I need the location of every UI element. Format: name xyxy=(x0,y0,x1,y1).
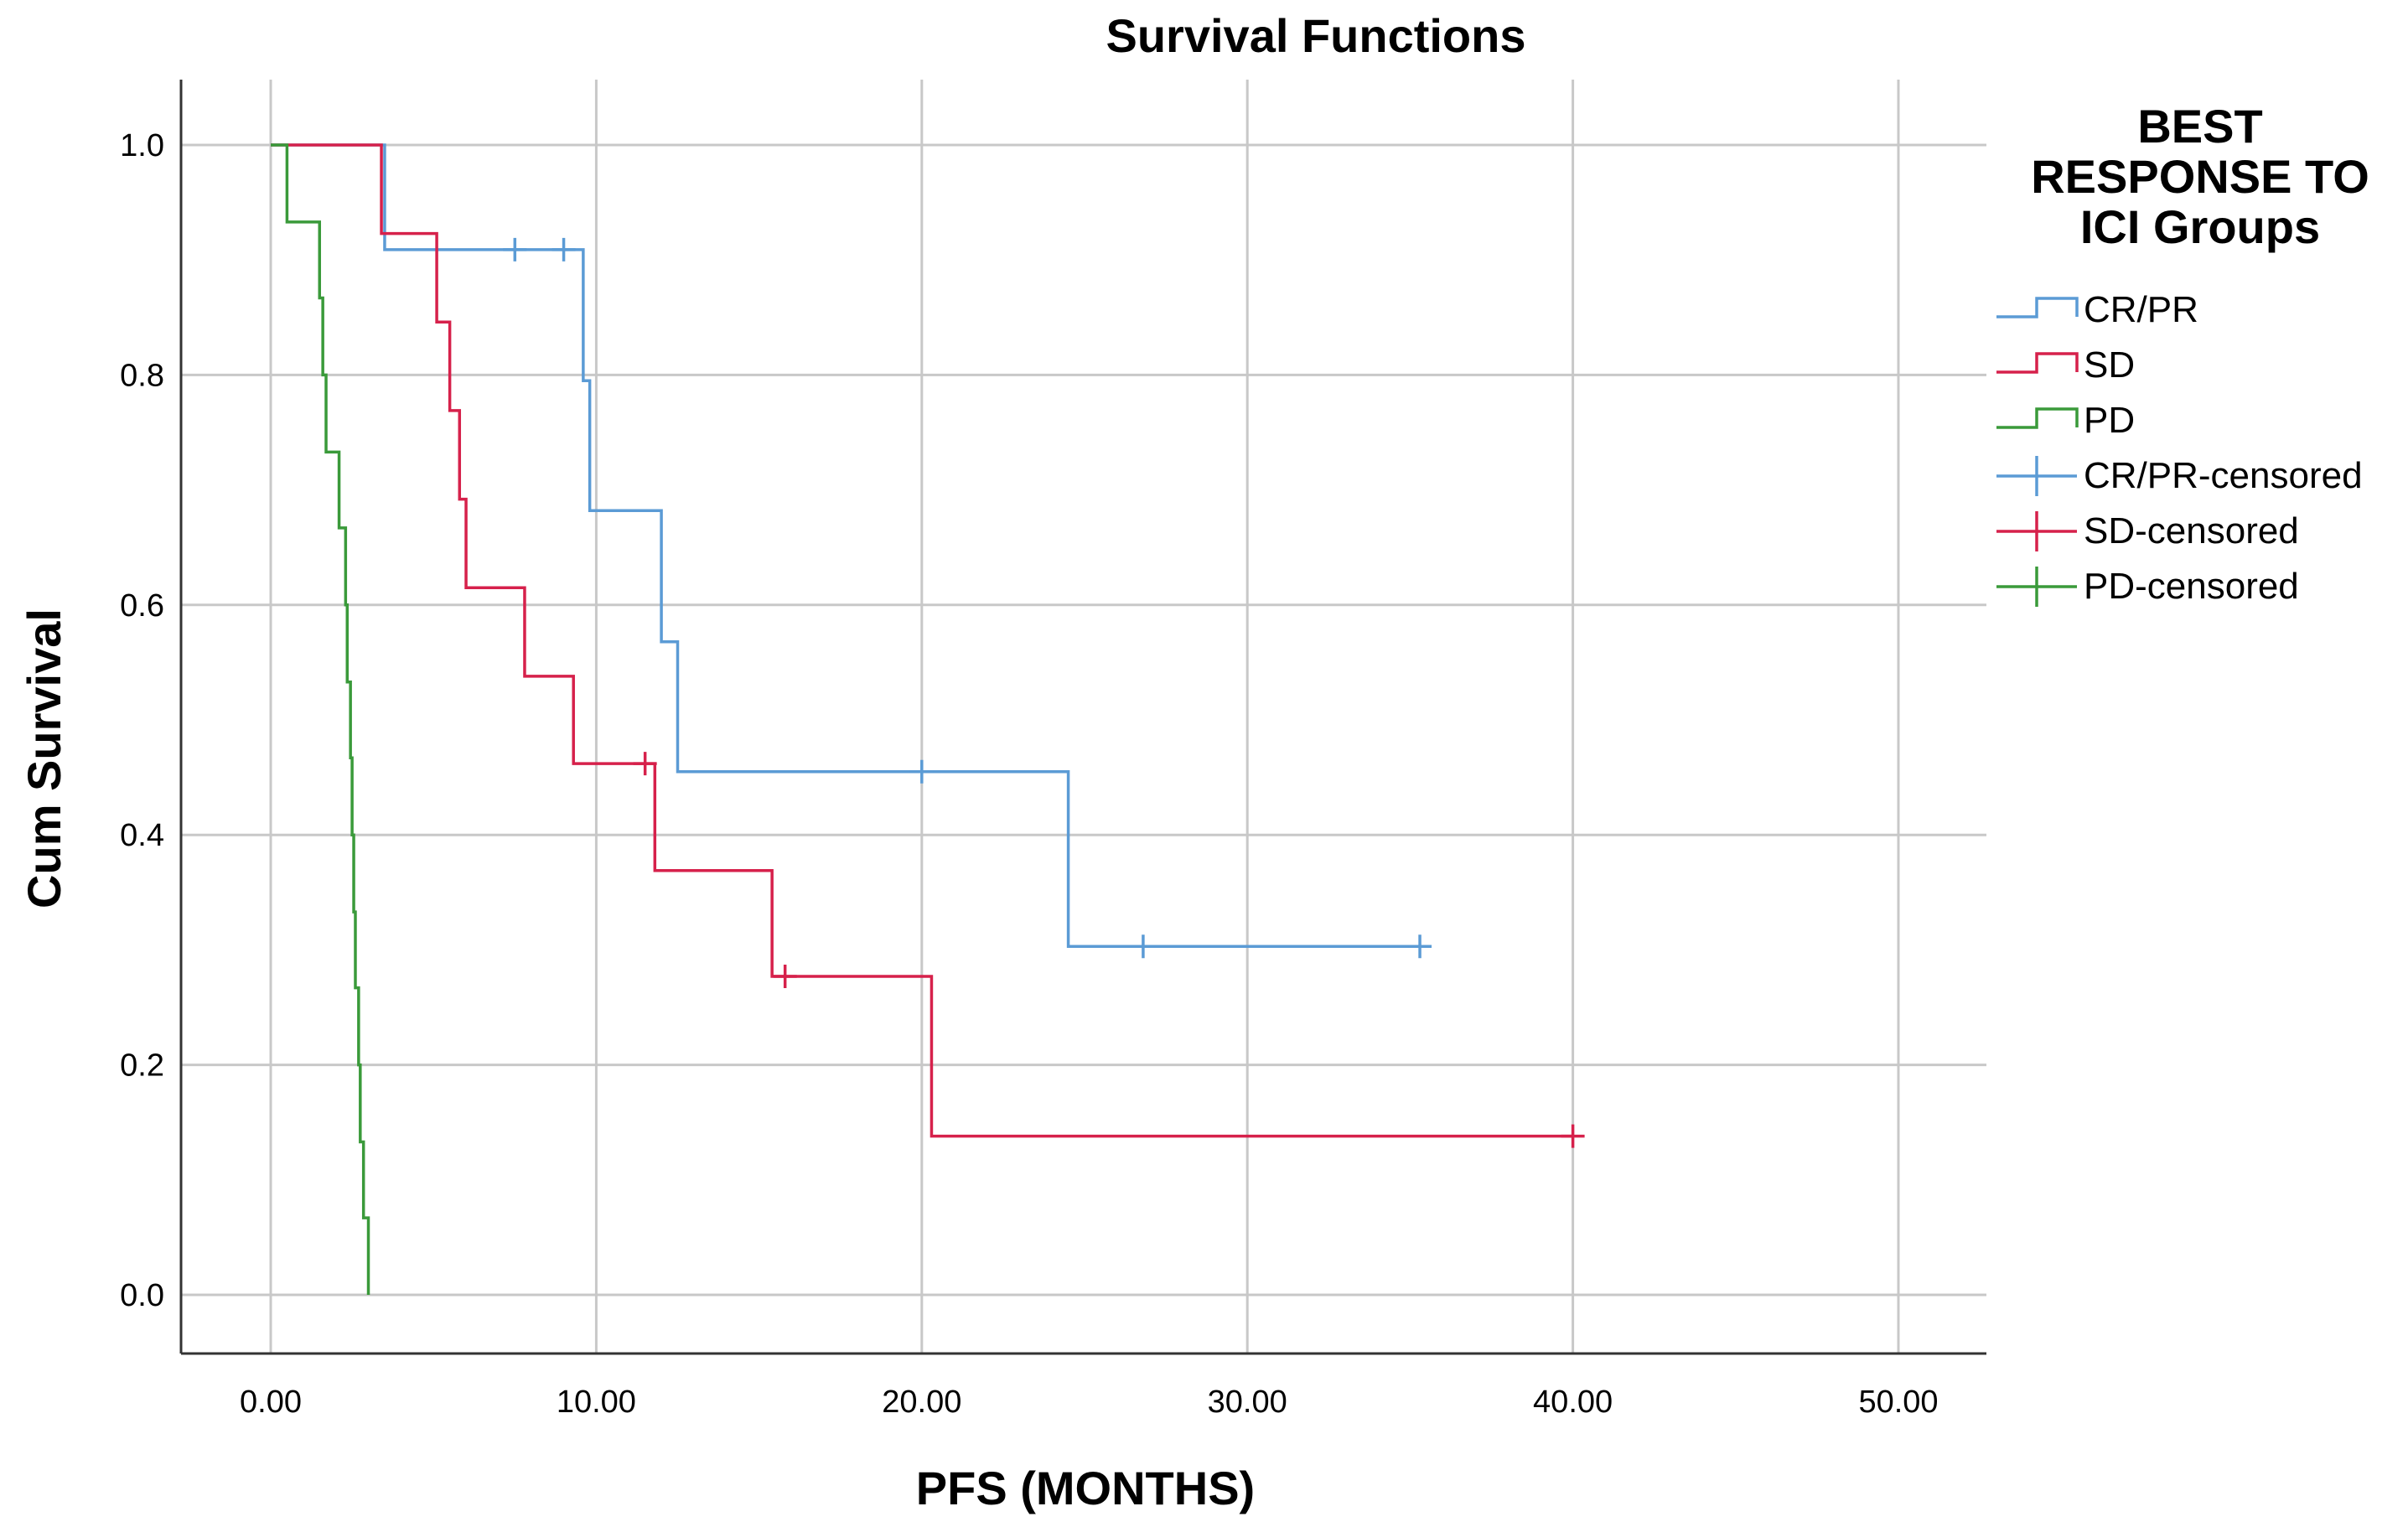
legend-item: PD-censored xyxy=(1996,566,2299,607)
series-cr-pr xyxy=(271,143,1432,959)
y-tick-label: 0.8 xyxy=(120,358,164,393)
legend-item: SD-censored xyxy=(1996,510,2299,551)
series-sd xyxy=(271,143,1585,1148)
legend-censor-swatch xyxy=(1996,511,2077,551)
censor-mark xyxy=(1131,934,1155,959)
y-tick-label: 0.6 xyxy=(120,588,164,624)
legend-label: SD-censored xyxy=(2084,510,2299,551)
legend-label: SD xyxy=(2084,344,2135,386)
censor-mark xyxy=(1561,1124,1585,1148)
survival-step-line xyxy=(271,143,1421,949)
censor-mark xyxy=(503,237,527,261)
chart-title: Survival Functions xyxy=(1106,9,1526,62)
x-tick-label: 10.00 xyxy=(557,1385,636,1420)
x-tick-label: 0.00 xyxy=(240,1385,302,1420)
series-group xyxy=(271,143,1585,1295)
y-axis-label: Cum Survival xyxy=(18,608,70,908)
y-tick-label: 1.0 xyxy=(120,128,164,163)
censor-mark xyxy=(773,964,797,988)
legend-step-swatch xyxy=(1996,352,2079,374)
y-tick-label: 0.2 xyxy=(120,1048,164,1084)
censor-mark xyxy=(1408,934,1432,959)
survival-step-line xyxy=(271,143,1573,1138)
legend-item: CR/PR xyxy=(1996,289,2198,330)
survival-step-line xyxy=(271,143,370,1295)
legend-item: SD xyxy=(1996,344,2135,386)
legend-label: CR/PR-censored xyxy=(2084,455,2363,496)
x-tick-label: 30.00 xyxy=(1208,1385,1287,1420)
legend-label: CR/PR xyxy=(2084,289,2198,330)
censor-mark xyxy=(552,237,576,261)
x-tick-label: 20.00 xyxy=(882,1385,961,1420)
x-tick-label: 50.00 xyxy=(1858,1385,1938,1420)
y-tick-label: 0.4 xyxy=(120,818,164,853)
legend-title-line: ICI Groups xyxy=(2080,200,2320,253)
legend-title-line: BEST xyxy=(2137,100,2262,153)
y-tick-label: 0.0 xyxy=(120,1278,164,1313)
x-tick-labels: 0.00 10.00 20.00 30.00 40.00 50.00 xyxy=(240,1385,1939,1420)
y-tick-labels: 0.0 0.2 0.4 0.6 0.8 1.0 xyxy=(120,128,164,1313)
legend-label: PD xyxy=(2084,400,2135,441)
legend-censor-swatch xyxy=(1996,456,2077,496)
x-axis-label: PFS (MONTHS) xyxy=(916,1462,1255,1514)
censor-mark xyxy=(633,752,657,776)
legend-step-swatch xyxy=(1996,407,2079,429)
axes xyxy=(179,80,1986,1355)
legend-title-line: RESPONSE TO xyxy=(2031,150,2369,203)
censor-mark xyxy=(909,759,934,784)
legend-label: PD-censored xyxy=(2084,566,2299,607)
series-pd xyxy=(271,143,370,1295)
legend-step-swatch xyxy=(1996,297,2079,318)
legend-censor-swatch xyxy=(1996,567,2077,607)
x-tick-label: 40.00 xyxy=(1533,1385,1613,1420)
legend-item: CR/PR-censored xyxy=(1996,455,2363,496)
grid-lines xyxy=(181,80,1986,1354)
legend-item: PD xyxy=(1996,400,2135,441)
